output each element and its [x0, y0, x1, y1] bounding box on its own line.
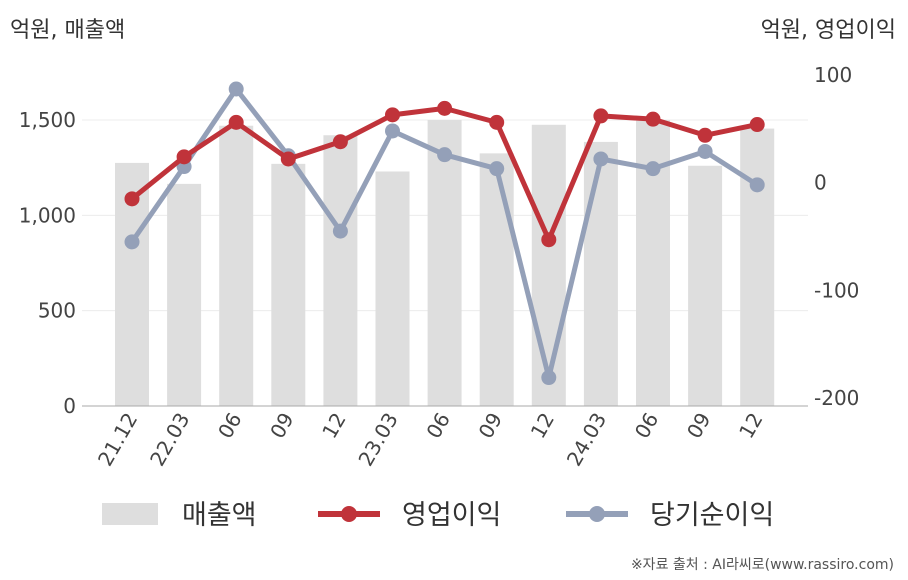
- bar: [740, 128, 775, 406]
- operating-profit-point: [749, 117, 765, 133]
- bar: [271, 163, 306, 406]
- operating-profit-point: [332, 134, 348, 150]
- operating-profit-point: [124, 191, 140, 207]
- bar: [219, 125, 254, 406]
- x-tick-label: 12: [734, 409, 768, 443]
- bar: [688, 165, 723, 406]
- net-income-point: [697, 143, 713, 159]
- line-series-operating-profit: [124, 100, 765, 248]
- legend-label-operating-profit: 영업이익: [402, 500, 501, 531]
- operating-profit-point: [593, 108, 609, 124]
- x-tick-label: 22.03: [145, 409, 194, 471]
- right-tick-label: 100: [814, 63, 852, 87]
- net-income-point: [124, 234, 140, 250]
- left-tick-label: 500: [38, 299, 76, 323]
- net-income-point: [332, 223, 348, 239]
- x-tick-label: 24.03: [562, 409, 611, 471]
- x-tick-label: 12: [526, 409, 560, 443]
- bar: [583, 141, 618, 406]
- legend-swatch-operating-profit-marker: [341, 506, 357, 522]
- left-axis-unit: 억원, 매출액: [10, 18, 126, 43]
- x-tick-label: 09: [682, 409, 716, 443]
- legend-label-net-income: 당기순이익: [650, 500, 774, 531]
- operating-profit-point: [385, 107, 400, 123]
- x-tick-label: 09: [265, 409, 299, 443]
- operating-profit-point: [228, 114, 244, 130]
- source-note: ※자료 출처 : AI라씨로(www.rassiro.com): [630, 557, 894, 573]
- bar-series-sales: [115, 120, 775, 407]
- bar: [427, 120, 462, 406]
- x-tick-label: 06: [421, 409, 455, 443]
- net-income-point: [385, 123, 400, 139]
- x-tick-label: 06: [630, 409, 664, 443]
- net-income-point: [645, 161, 661, 177]
- x-tick-label: 21.12: [93, 409, 142, 471]
- operating-profit-point: [489, 114, 505, 130]
- legend-label-sales: 매출액: [182, 500, 257, 531]
- net-income-point: [489, 161, 505, 177]
- right-tick-label: -200: [814, 386, 859, 410]
- bar: [375, 171, 410, 406]
- net-income-point: [749, 177, 765, 193]
- net-income-point: [437, 147, 453, 163]
- line-series-net-income: [124, 81, 765, 386]
- legend-swatch-net-income-marker: [589, 506, 605, 522]
- x-tick-label: 06: [213, 409, 247, 443]
- x-tick-label: 12: [317, 409, 351, 443]
- bar: [167, 183, 202, 406]
- right-tick-label: -100: [814, 278, 859, 302]
- right-tick-label: 0: [814, 171, 827, 195]
- operating-profit-point: [437, 100, 453, 116]
- net-income-point: [228, 81, 244, 97]
- operating-profit-point: [176, 149, 192, 165]
- left-tick-label: 1,000: [19, 203, 76, 227]
- x-tick-label: 23.03: [353, 409, 402, 471]
- operating-profit-point: [541, 232, 557, 248]
- net-income-point: [541, 370, 557, 386]
- bar: [531, 124, 566, 407]
- left-tick-label: 0: [63, 394, 76, 418]
- legend-swatch-sales: [102, 503, 158, 525]
- net-income-point: [593, 151, 609, 167]
- bar: [479, 153, 514, 406]
- left-tick-label: 1,500: [19, 108, 76, 132]
- right-axis-unit: 억원, 영업이익: [760, 18, 896, 43]
- operating-profit-point: [645, 111, 661, 127]
- operating-profit-point: [697, 127, 713, 143]
- bar: [323, 135, 358, 406]
- x-tick-label: 09: [474, 409, 508, 443]
- legend: 매출액 영업이익 당기순이익: [102, 500, 774, 531]
- operating-profit-point: [280, 151, 296, 167]
